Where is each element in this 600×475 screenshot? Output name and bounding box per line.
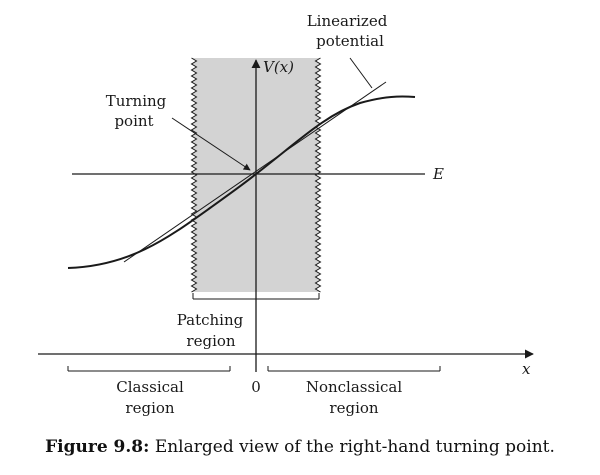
turning-point-label-line2: point xyxy=(114,112,153,130)
patching-label-line1: Patching xyxy=(177,311,244,329)
turning-point-label-line1: Turning xyxy=(106,92,167,110)
classical-label-line2: region xyxy=(125,399,174,417)
linearized-pointer xyxy=(349,57,373,89)
nonclassical-label-line2: region xyxy=(329,399,378,417)
classical-label-line1: Classical xyxy=(116,378,184,396)
energy-label: E xyxy=(432,165,444,183)
diagram-canvas: Linearized potential V(x) Turning point … xyxy=(38,12,534,417)
patching-right-edge xyxy=(314,57,322,293)
nonclassical-label-line1: Nonclassical xyxy=(306,378,402,396)
figure-caption-text: Enlarged view of the right-hand turning … xyxy=(149,437,555,457)
figure-caption-prefix: Figure 9.8: xyxy=(45,437,150,457)
linearized-label-line1: Linearized xyxy=(307,12,388,30)
potential-curve xyxy=(67,95,416,269)
turning-point-arrow xyxy=(171,117,251,171)
patching-label-line2: region xyxy=(186,332,235,350)
patching-left-edge xyxy=(190,57,198,293)
origin-label: 0 xyxy=(251,378,261,396)
v-axis-label: V(x) xyxy=(263,58,294,76)
x-axis-label: x xyxy=(522,360,531,378)
linearized-potential-line xyxy=(123,81,387,263)
figure-caption: Figure 9.8: Enlarged view of the right-h… xyxy=(0,437,600,457)
linearized-label-line2: potential xyxy=(316,32,384,50)
